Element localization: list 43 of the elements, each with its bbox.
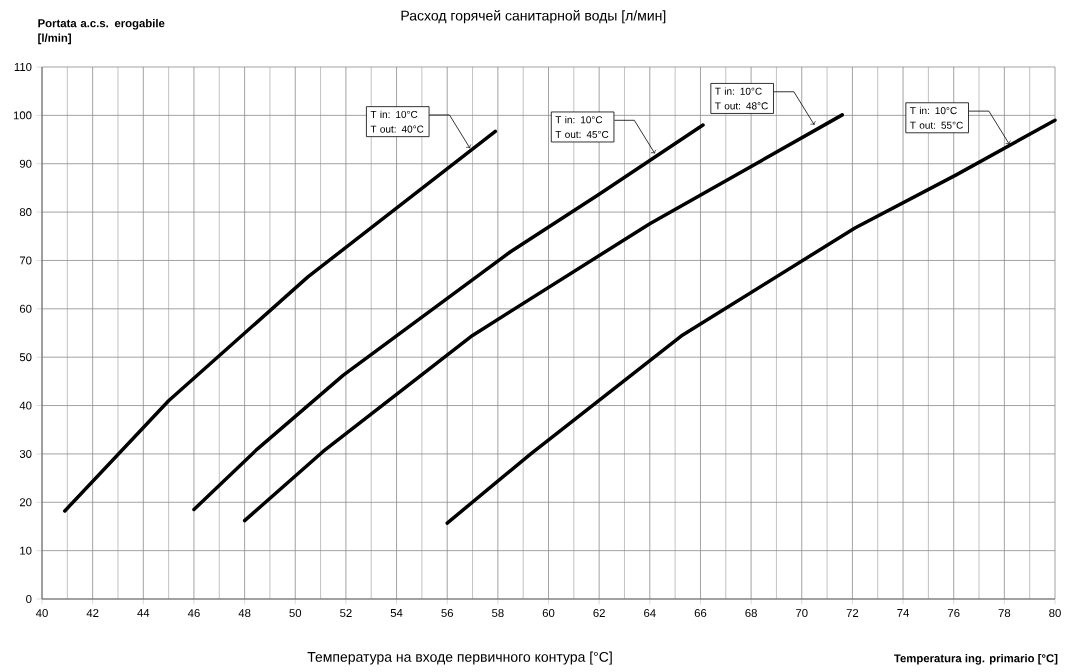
y-tick-label: 60 — [19, 304, 32, 313]
x-tick-label: 40 — [35, 609, 48, 618]
x-tick-label: 70 — [796, 609, 808, 618]
y-tick-label: 0 — [26, 595, 32, 604]
x-tick-label: 72 — [846, 609, 859, 617]
x-tick-label: 60 — [542, 609, 555, 618]
text: Temperatura ing. primario [°C] — [894, 654, 1058, 665]
y-tick-label: 100 — [13, 111, 32, 120]
y-tick-label: 110 — [14, 63, 32, 72]
y-tick-label: 50 — [19, 353, 32, 362]
y-axis-title: Portata a.c.s. erogabile [l/min] — [38, 18, 165, 45]
y-tick-label: 80 — [19, 208, 32, 217]
x-tick-label: 54 — [390, 609, 403, 617]
x-tick-label: 66 — [694, 609, 707, 618]
x-tick-label: 48 — [238, 609, 251, 618]
y-tick-label: 90 — [19, 159, 32, 168]
x-tick-label: 58 — [492, 609, 504, 618]
x-tick-label: 76 — [947, 609, 960, 618]
annotation: T in: 10°C T out: 55°C — [910, 106, 963, 129]
x-tick-label: 62 — [593, 609, 605, 618]
y-tick-label: 20 — [19, 498, 32, 507]
x-tick-label: 50 — [289, 609, 302, 618]
x-tick-label: 64 — [644, 609, 656, 618]
annotation: T in: 10°C T out: 48°C — [715, 87, 768, 110]
x-tick-label: 56 — [441, 609, 454, 618]
y-tick-label: 70 — [19, 256, 32, 265]
line-series — [242, 113, 845, 523]
x-tick-label: 44 — [137, 609, 150, 617]
annotation: T in: 10°C T out: 40°C — [370, 110, 424, 133]
x-tick-label: 78 — [998, 609, 1011, 618]
x-tick-label: 42 — [86, 609, 99, 617]
x-tick-label: 46 — [187, 609, 200, 618]
x-tick-label: 52 — [340, 609, 352, 618]
annotation: T in: 10°C T out: 45°C — [555, 115, 609, 138]
y-tick-label: 40 — [19, 401, 32, 410]
line-series — [192, 123, 705, 512]
x-axis-title: Температура на входе первичного контура [°C] — [307, 651, 612, 665]
chart-title: Расход горячей санитарной воды [л/мин] — [401, 10, 666, 24]
y-tick-label: 10 — [20, 546, 32, 555]
x-tick-label: 74 — [897, 609, 910, 617]
y-tick-label: 30 — [19, 449, 32, 458]
x-tick-label: 68 — [745, 609, 757, 618]
x-tick-label: 80 — [1049, 609, 1061, 618]
